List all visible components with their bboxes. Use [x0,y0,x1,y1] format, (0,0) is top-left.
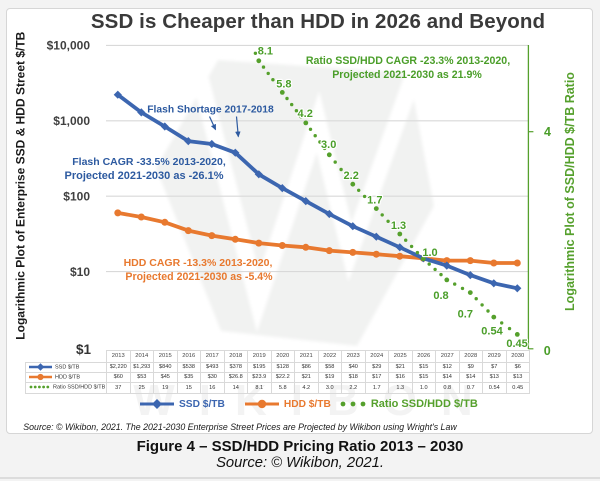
svg-text:3.0: 3.0 [321,139,336,151]
svg-text:4.2: 4.2 [298,108,313,120]
svg-text:Ratio SSD/HDD CAGR -23.3% 2013: Ratio SSD/HDD CAGR -23.3% 2013-2020, [306,55,510,67]
svg-text:$10,000: $10,000 [47,39,91,53]
svg-text:1.7: 1.7 [367,195,382,207]
svg-text:8.1: 8.1 [258,46,273,58]
svg-text:$1,000: $1,000 [53,114,90,128]
svg-text:$10: $10 [70,265,90,279]
svg-text:Logarithmic Plot of Enterprise: Logarithmic Plot of Enterprise SSD & HDD… [14,31,28,339]
svg-text:1.0: 1.0 [422,247,437,259]
svg-text:0.45: 0.45 [506,338,527,350]
svg-text:0: 0 [544,344,551,358]
svg-text:Projected 2021-2030 as -5.4%: Projected 2021-2030 as -5.4% [125,271,273,283]
svg-text:1.3: 1.3 [391,220,406,232]
svg-text:$100: $100 [63,189,90,203]
svg-text:Flash Shortage 2017-2018: Flash Shortage 2017-2018 [147,105,274,116]
svg-text:0.8: 0.8 [433,290,448,302]
svg-text:0.54: 0.54 [481,325,503,337]
svg-text:Projected 2021-2030 as -26.1%: Projected 2021-2030 as -26.1% [65,170,224,182]
svg-text:0.7: 0.7 [458,309,473,321]
svg-text:Logarithmic Plot of SSD/HDD $/: Logarithmic Plot of SSD/HDD $/TB Ratio [563,72,577,311]
svg-text:$1: $1 [76,342,92,357]
svg-text:Projected 2021-2030 as 21.9%: Projected 2021-2030 as 21.9% [332,69,482,81]
svg-text:HDD CAGR -13.3% 2013-2020,: HDD CAGR -13.3% 2013-2020, [124,257,273,269]
svg-text:2.2: 2.2 [344,170,359,182]
svg-text:Flash CAGR -33.5% 2013-2020,: Flash CAGR -33.5% 2013-2020, [72,156,226,168]
svg-text:4: 4 [544,125,551,139]
svg-text:5.8: 5.8 [276,79,291,91]
